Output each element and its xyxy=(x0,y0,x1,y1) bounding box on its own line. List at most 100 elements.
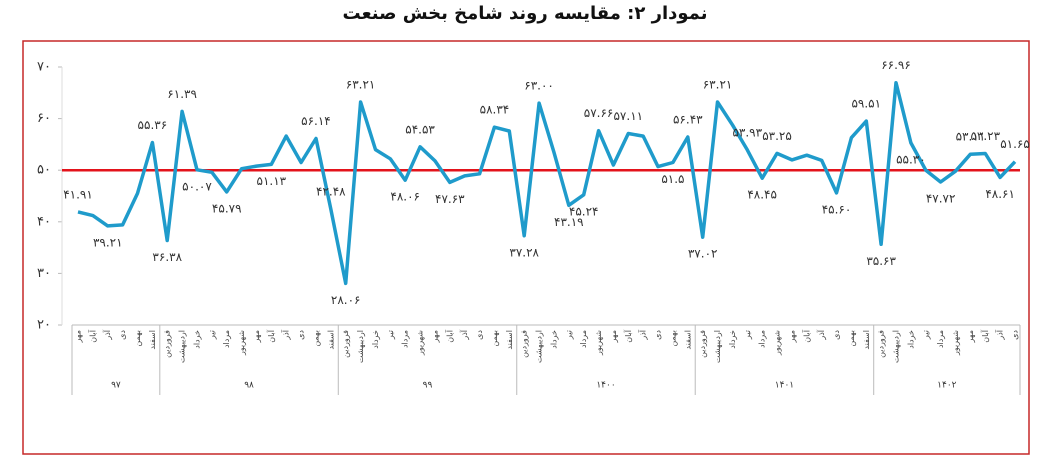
data-label: ۴۸.۶۱ xyxy=(985,187,1015,201)
y-tick-label: ۷۰ xyxy=(37,60,51,75)
data-label: ۵۳.۲۳ xyxy=(970,129,1000,143)
x-tick-label: دی xyxy=(118,330,127,340)
x-tick-label: مرداد xyxy=(222,330,231,348)
data-label: ۵۷.۶۶ xyxy=(584,106,614,120)
group-label: ۹۸ xyxy=(244,381,254,391)
x-tick-label: دی xyxy=(832,330,841,340)
data-label: ۶۱.۳۹ xyxy=(167,87,197,101)
x-tick-label: دی xyxy=(1011,330,1020,340)
x-tick-label: دی xyxy=(297,330,306,340)
group-label: ۹۷ xyxy=(111,381,121,391)
x-tick-label: تیر xyxy=(743,330,752,340)
x-tick-label: بهمن xyxy=(668,330,677,347)
x-tick-label: مهر xyxy=(966,330,975,343)
x-tick-label: تیر xyxy=(564,330,573,340)
x-tick-label: اردیبهشت xyxy=(178,330,187,363)
frame xyxy=(22,40,1030,455)
data-label: ۵۳.۹۳ xyxy=(732,125,762,139)
data-label: ۵۸.۳۴ xyxy=(480,103,510,117)
data-label: ۵۱.۶۵ xyxy=(1000,137,1030,151)
data-label: ۴۲.۴۸ xyxy=(316,185,346,199)
data-label: ۵۶.۱۴ xyxy=(301,114,331,128)
x-tick-label: خرداد xyxy=(371,330,380,349)
data-label: ۵۵.۳۰ xyxy=(896,152,926,166)
x-tick-label: آذر xyxy=(638,329,648,340)
x-tick-label: فروردین xyxy=(877,330,886,358)
x-tick-label: شهریور xyxy=(237,330,246,356)
y-tick-label: ۴۰ xyxy=(37,214,51,229)
x-tick-label: فروردین xyxy=(341,330,350,358)
data-label: ۵۷.۱۱ xyxy=(613,109,643,123)
x-tick-label: مهر xyxy=(252,330,261,343)
x-tick-label: بهمن xyxy=(133,330,142,347)
data-label: ۴۵.۶۰ xyxy=(822,202,852,216)
data-label: ۵۳.۲۵ xyxy=(762,129,792,143)
data-label: ۵۱.۱۳ xyxy=(257,174,287,188)
x-tick-label: فروردین xyxy=(698,330,707,358)
data-label: ۵۶.۴۳ xyxy=(673,113,703,127)
x-tick-label: اسفند xyxy=(326,330,335,350)
data-label: ۵۱.۵ xyxy=(661,172,684,186)
data-label: ۶۳.۲۱ xyxy=(703,78,733,92)
y-tick-label: ۳۰ xyxy=(37,266,51,281)
chart-title: نمودار ۲: مقایسه روند شامخ بخش صنعت xyxy=(343,3,708,24)
data-label: ۵۹.۵۱ xyxy=(851,97,881,111)
x-tick-label: آبان xyxy=(980,329,990,343)
data-label: ۶۶.۹۶ xyxy=(881,58,911,72)
x-tick-label: آبان xyxy=(444,329,454,343)
x-tick-label: تیر xyxy=(921,330,930,340)
y-tick-label: ۵۰ xyxy=(37,163,51,178)
data-label: ۴۵.۷۹ xyxy=(212,201,242,215)
x-tick-label: مهر xyxy=(74,330,83,343)
x-tick-label: آذر xyxy=(459,329,469,340)
x-tick-label: تیر xyxy=(207,330,216,340)
data-label: ۵۰.۰۷ xyxy=(182,179,212,193)
x-tick-label: اردیبهشت xyxy=(892,330,901,363)
data-label: ۲۸.۰۶ xyxy=(331,293,361,307)
x-tick-label: آبان xyxy=(801,329,811,343)
x-tick-label: مهر xyxy=(609,330,618,343)
x-tick-label: خرداد xyxy=(192,330,201,349)
data-label: ۵۴.۵۳ xyxy=(405,122,435,136)
data-label: ۵۵.۳۶ xyxy=(138,118,168,132)
x-tick-label: بهمن xyxy=(847,330,856,347)
x-tick-label: شهریور xyxy=(594,330,603,356)
group-label: ۱۴۰۲ xyxy=(937,381,957,391)
data-label: ۳۵.۶۳ xyxy=(866,254,896,268)
data-label: ۴۸.۰۶ xyxy=(390,190,420,204)
y-tick-label: ۶۰ xyxy=(37,111,51,126)
x-tick-label: آبان xyxy=(623,329,633,343)
x-tick-label: آذر xyxy=(281,329,291,340)
x-tick-label: آذر xyxy=(102,329,112,340)
data-label: ۴۱.۹۱ xyxy=(63,187,93,201)
x-tick-label: دی xyxy=(475,330,484,340)
x-tick-label: اسفند xyxy=(505,330,514,350)
data-label: ۴۷.۶۳ xyxy=(435,192,465,206)
series-line xyxy=(77,80,1017,286)
x-tick-label: اردیبهشت xyxy=(535,330,544,363)
data-label: ۳۷.۰۲ xyxy=(688,247,718,261)
x-tick-label: خرداد xyxy=(906,330,915,349)
x-tick-label: اسفند xyxy=(683,330,692,350)
x-tick-label: آبان xyxy=(266,329,276,343)
x-tick-label: اسفند xyxy=(148,330,157,350)
x-tick-label: آذر xyxy=(816,329,826,340)
data-label: ۶۳.۰۰ xyxy=(524,79,554,93)
x-tick-label: شهریور xyxy=(416,330,425,356)
x-tick-label: آبان xyxy=(87,329,97,343)
x-tick-label: تیر xyxy=(386,330,395,340)
x-tick-label: فروردین xyxy=(163,330,172,358)
x-tick-label: شهریور xyxy=(773,330,782,356)
group-label: ۱۴۰۱ xyxy=(775,381,794,391)
x-tick-label: مرداد xyxy=(579,330,588,348)
x-tick-label: مرداد xyxy=(401,330,410,348)
x-tick-label: خرداد xyxy=(549,330,558,349)
y-tick-label: ۲۰ xyxy=(37,318,51,333)
x-tick-label: بهمن xyxy=(311,330,320,347)
x-tick-label: مهر xyxy=(430,330,439,343)
x-tick-label: اسفند xyxy=(862,330,871,350)
data-label: ۴۷.۷۲ xyxy=(926,191,956,205)
x-tick-label: شهریور xyxy=(951,330,960,356)
